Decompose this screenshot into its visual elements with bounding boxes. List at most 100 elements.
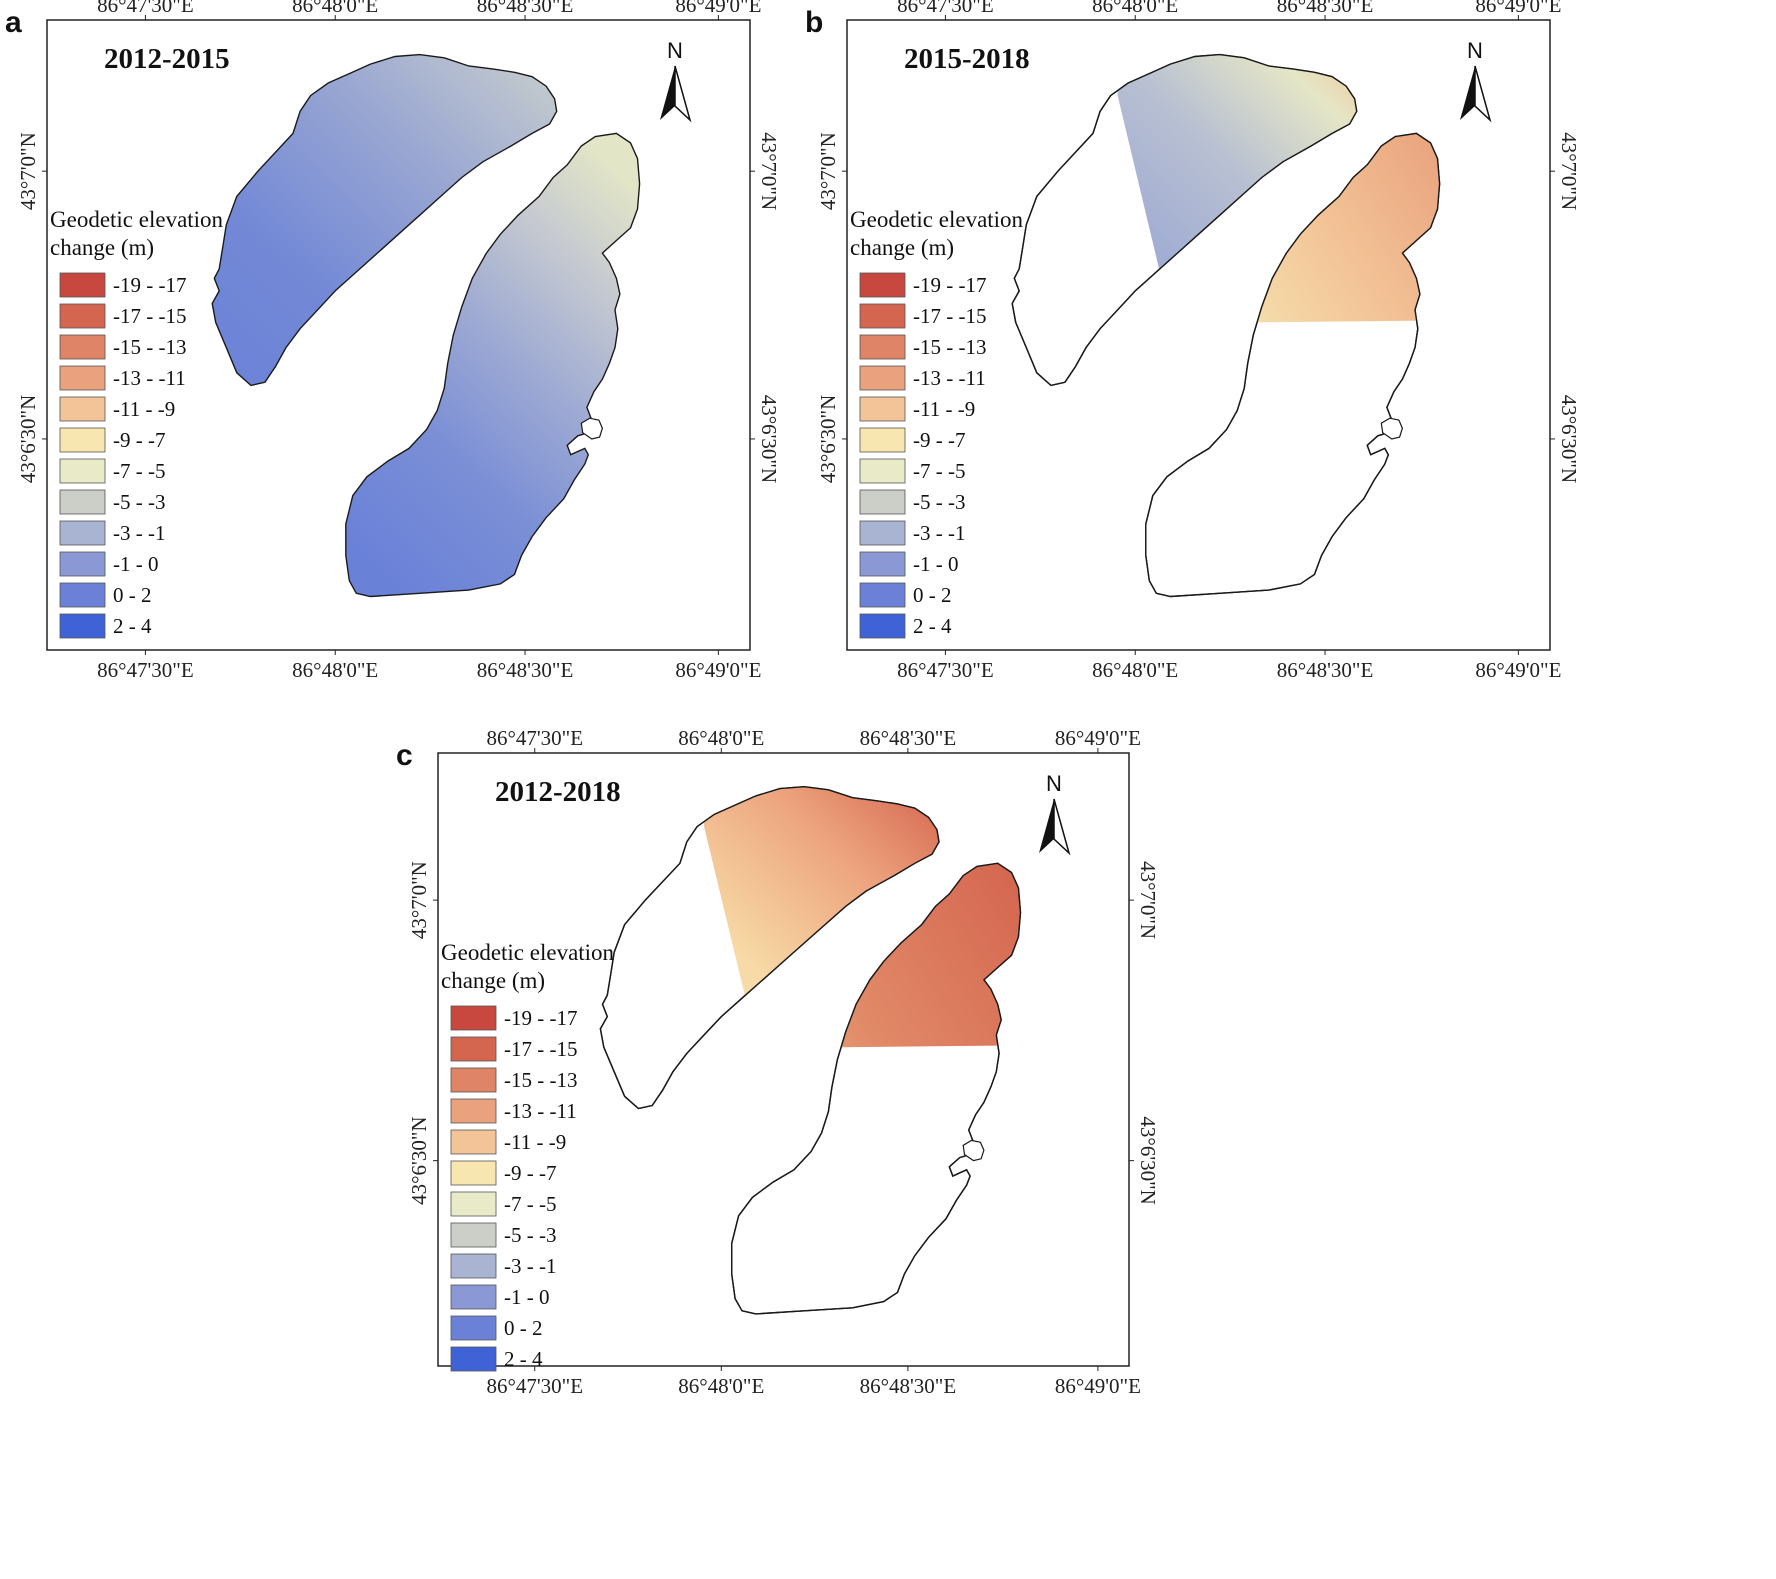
legend-label: -5 - -3 bbox=[113, 490, 165, 514]
lake-outline bbox=[962, 1139, 985, 1162]
legend-swatch bbox=[450, 1036, 497, 1062]
legend: Geodetic elevation change (m) -19 - -17 -17… bbox=[50, 207, 224, 639]
legend-swatch bbox=[450, 1284, 497, 1310]
panel-b: b 2015-2018 N 86°47'30"E 86°47'30"E 86°48'0"E… bbox=[805, 0, 1581, 682]
glacier-east-coverage bbox=[1145, 133, 1440, 327]
legend-swatch bbox=[859, 458, 906, 484]
legend-label: -17 - -15 bbox=[913, 304, 986, 328]
lat-label-right: 43°6'30"N bbox=[1557, 395, 1581, 483]
map-layer bbox=[211, 53, 641, 598]
glacier-west-border bbox=[1011, 53, 1358, 387]
glacier-east-change bbox=[1145, 133, 1440, 327]
legend-label: -1 - 0 bbox=[113, 552, 159, 576]
lon-label-top: 86°48'0"E bbox=[292, 0, 378, 17]
legend-label: -5 - -3 bbox=[504, 1223, 556, 1247]
legend-label: -5 - -3 bbox=[913, 490, 965, 514]
legend-swatch bbox=[59, 365, 106, 391]
legend-swatch bbox=[450, 1005, 497, 1031]
panel-title: 2015-2018 bbox=[904, 43, 1030, 75]
legend-label: 2 - 4 bbox=[504, 1347, 543, 1371]
legend-label: -9 - -7 bbox=[113, 428, 165, 452]
legend-swatch bbox=[450, 1067, 497, 1093]
lat-label-right: 43°7'0"N bbox=[757, 132, 781, 210]
legend-label: -3 - -1 bbox=[504, 1254, 556, 1278]
legend-swatch bbox=[450, 1346, 497, 1372]
legend-swatch bbox=[859, 582, 906, 608]
map-layer bbox=[599, 785, 1022, 1315]
legend-swatch bbox=[59, 520, 106, 546]
legend-swatch bbox=[59, 272, 106, 298]
legend-label: -7 - -5 bbox=[913, 459, 965, 483]
lon-label-top: 86°48'0"E bbox=[678, 726, 764, 750]
lon-label-top: 86°48'0"E bbox=[1092, 0, 1178, 17]
lon-label-bottom: 86°48'30"E bbox=[477, 658, 574, 682]
legend-label: 0 - 2 bbox=[913, 583, 952, 607]
legend-swatch bbox=[59, 613, 106, 639]
legend-swatch bbox=[59, 334, 106, 360]
legend-label: 0 - 2 bbox=[504, 1316, 543, 1340]
legend-title: Geodetic elevation bbox=[50, 207, 224, 232]
legend-swatch bbox=[450, 1098, 497, 1124]
glacier-west-change bbox=[211, 53, 558, 387]
legend-swatch bbox=[59, 427, 106, 453]
legend-title-units: change (m) bbox=[441, 968, 545, 993]
lon-label-top: 86°47'30"E bbox=[486, 726, 583, 750]
lat-label-right: 43°6'30"N bbox=[1136, 1116, 1160, 1204]
lake-outline bbox=[580, 417, 604, 440]
lon-label-top: 86°48'30"E bbox=[860, 726, 957, 750]
lon-label-bottom: 86°48'0"E bbox=[292, 658, 378, 682]
glacier-east-change bbox=[731, 863, 1021, 1052]
legend-label: -1 - 0 bbox=[913, 552, 959, 576]
lat-label-left: 43°6'30"N bbox=[16, 395, 40, 483]
legend-label: -15 - -13 bbox=[504, 1068, 577, 1092]
lat-label-left: 43°6'30"N bbox=[407, 1116, 431, 1204]
glacier-west-coverage bbox=[1117, 54, 1357, 386]
legend: Geodetic elevation change (m) -19 - -17 -17… bbox=[850, 207, 1024, 639]
north-label: N bbox=[1467, 38, 1483, 63]
legend-swatch bbox=[59, 551, 106, 577]
legend-swatch bbox=[450, 1160, 497, 1186]
legend-label: -7 - -5 bbox=[504, 1192, 556, 1216]
north-arrow-outline bbox=[1053, 798, 1071, 856]
lat-label-right: 43°6'30"N bbox=[757, 395, 781, 483]
legend-label: -9 - -7 bbox=[504, 1161, 556, 1185]
lon-label-top: 86°48'30"E bbox=[477, 0, 574, 17]
legend-swatch bbox=[450, 1253, 497, 1279]
lon-label-bottom: 86°49'0"E bbox=[675, 658, 761, 682]
lon-label-top: 86°49'0"E bbox=[1475, 0, 1561, 17]
legend-swatch bbox=[859, 613, 906, 639]
north-arrow-icon bbox=[1460, 66, 1475, 120]
legend-title-units: change (m) bbox=[850, 235, 954, 260]
legend-swatch bbox=[450, 1191, 497, 1217]
lon-label-top: 86°49'0"E bbox=[1055, 726, 1141, 750]
lat-label-right: 43°7'0"N bbox=[1136, 861, 1160, 939]
legend-label: -19 - -17 bbox=[504, 1006, 577, 1030]
lon-label-top: 86°47'30"E bbox=[897, 0, 994, 17]
legend-swatch bbox=[450, 1315, 497, 1341]
lat-label-right: 43°7'0"N bbox=[1557, 132, 1581, 210]
legend-label: -19 - -17 bbox=[113, 273, 186, 297]
legend-title: Geodetic elevation bbox=[850, 207, 1024, 232]
legend-swatch bbox=[859, 427, 906, 453]
legend-swatch bbox=[859, 520, 906, 546]
lon-label-bottom: 86°48'0"E bbox=[678, 1374, 764, 1398]
legend-label: 2 - 4 bbox=[913, 614, 952, 638]
panel-letter: b bbox=[805, 6, 823, 39]
lat-label-left: 43°7'0"N bbox=[16, 132, 40, 210]
glacier-west-change bbox=[704, 786, 939, 1109]
glacier-east-change bbox=[345, 132, 641, 598]
legend-swatch bbox=[59, 303, 106, 329]
lon-label-bottom: 86°48'30"E bbox=[1277, 658, 1374, 682]
glacier-west-border bbox=[599, 785, 940, 1110]
legend-swatch bbox=[859, 272, 906, 298]
legend-swatch bbox=[859, 396, 906, 422]
legend-title-units: change (m) bbox=[50, 235, 154, 260]
lon-label-bottom: 86°47'30"E bbox=[97, 658, 194, 682]
legend-label: -9 - -7 bbox=[913, 428, 965, 452]
legend-label: -13 - -11 bbox=[913, 366, 986, 390]
north-arrow-outline bbox=[674, 65, 692, 123]
legend-label: -15 - -13 bbox=[913, 335, 986, 359]
lon-label-bottom: 86°48'30"E bbox=[860, 1374, 957, 1398]
lon-label-bottom: 86°49'0"E bbox=[1055, 1374, 1141, 1398]
